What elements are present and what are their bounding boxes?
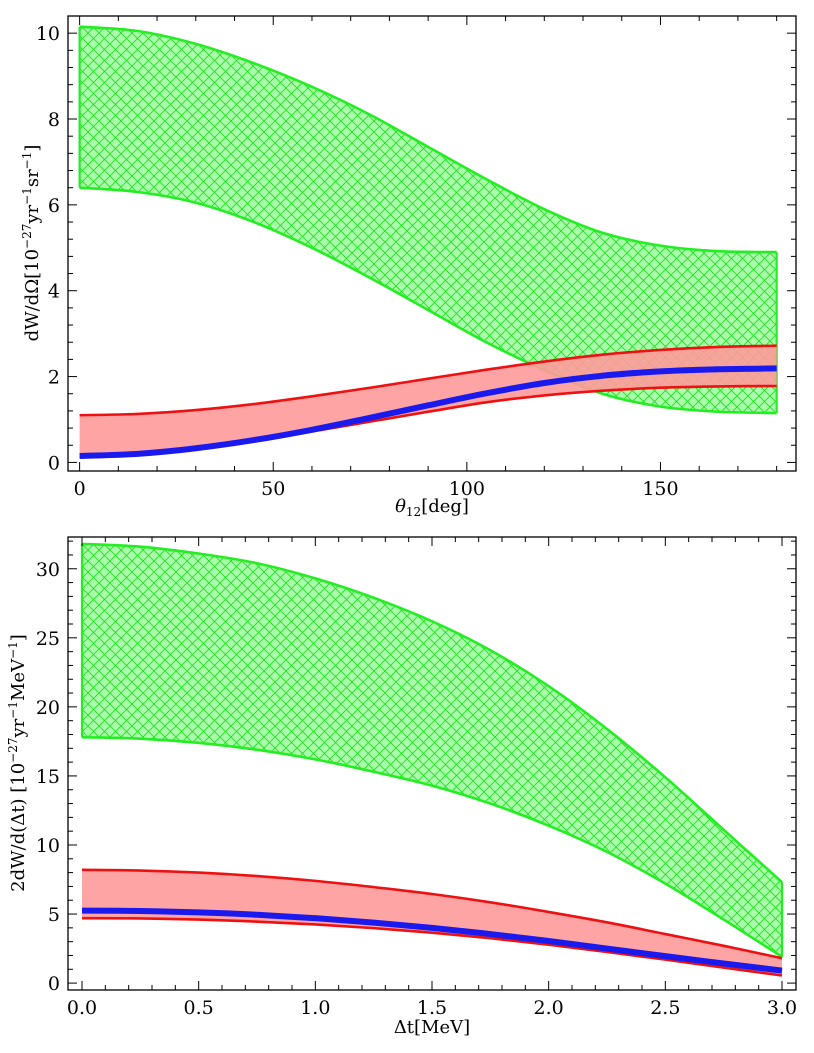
y-tick-label: 20 <box>36 697 60 719</box>
y-tick-label: 6 <box>48 195 60 217</box>
green-band-lower-line <box>79 186 777 415</box>
x-tick-label: 1.5 <box>417 997 447 1019</box>
y-tick-label: 5 <box>48 904 60 926</box>
y-tick-label: 10 <box>36 835 60 857</box>
x-axis-label: θ12[deg] <box>395 496 469 519</box>
green-band-upper-line <box>79 25 777 254</box>
panel-angular-distribution: 0 50 100 150 0 2 4 6 8 10 θ12[deg] dW/dΩ[10−27yr−… <box>20 15 797 519</box>
green-band-fill <box>82 543 782 957</box>
x-tick-label: 0.0 <box>67 997 97 1019</box>
y-tick-label: 2 <box>48 367 60 389</box>
red-band-lower-line <box>81 916 783 977</box>
y-axis-label: dW/dΩ[10−27yr−1sr−1] <box>20 145 43 342</box>
x-tick-label: 1.0 <box>300 997 330 1019</box>
green-band-fill <box>79 26 777 414</box>
x-tick-label: 2.0 <box>534 997 564 1019</box>
y-tick-label: 15 <box>36 766 60 788</box>
blue-central-line <box>79 365 777 459</box>
x-axis-label: Δt[MeV] <box>394 1017 470 1038</box>
y-tick-label: 25 <box>36 628 60 650</box>
red-band-upper-line <box>79 344 777 417</box>
panel-energy-distribution: 0.0 0.5 1.0 1.5 2.0 2.5 3.0 0 5 10 15 20 25 30 Δt[MeV… <box>6 536 797 1038</box>
x-tick-label: 50 <box>261 478 285 500</box>
red-band-upper-line <box>81 868 783 960</box>
x-tick-label: 0.5 <box>184 997 214 1019</box>
green-band-upper-line <box>81 542 783 884</box>
plot-frame <box>67 15 797 472</box>
blue-central-line <box>81 907 783 974</box>
y-tick-label: 10 <box>36 23 60 45</box>
y-tick-label: 8 <box>48 109 60 131</box>
y-tick-label: 30 <box>36 559 60 581</box>
green-band-lower-line <box>81 735 783 958</box>
x-tick-label: 100 <box>449 478 485 500</box>
y-axis-label: 2dW/d(Δt) [10−27yr−1MeV−1] <box>6 634 29 892</box>
y-tick-label: 0 <box>48 452 60 474</box>
x-tick-label: 150 <box>642 478 678 500</box>
y-tick-label: 0 <box>48 973 60 995</box>
x-tick-label: 3.0 <box>767 997 797 1019</box>
x-tick-label: 2.5 <box>650 997 680 1019</box>
y-tick-label: 4 <box>48 281 60 303</box>
x-tick-label: 0 <box>74 478 86 500</box>
